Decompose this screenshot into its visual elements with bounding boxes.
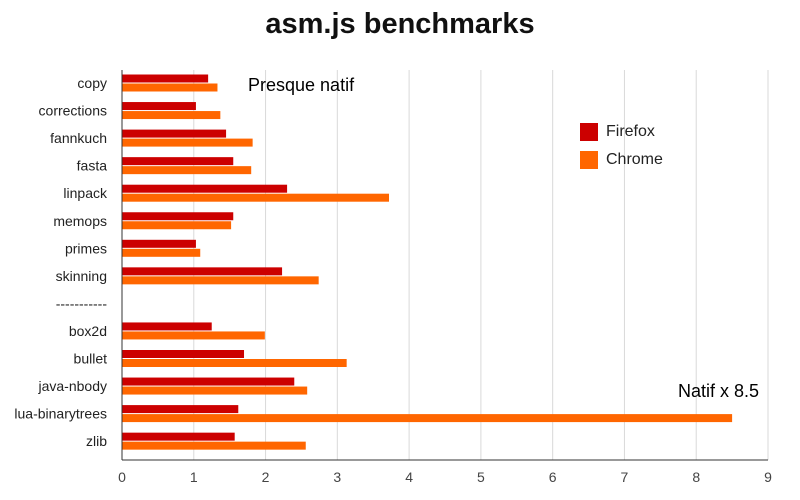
bar-chrome-12 bbox=[122, 414, 733, 423]
bar-firefox-1 bbox=[122, 102, 196, 111]
bar-firefox-7 bbox=[122, 267, 283, 276]
x-tick-label-6: 6 bbox=[549, 469, 557, 485]
bar-chrome-3 bbox=[122, 166, 252, 175]
tick-labels: 0 1 2 3 4 5 6 7 8 9 copy corrections fannkuch fasta li… bbox=[14, 75, 772, 485]
category-label-7: skinning bbox=[56, 268, 107, 284]
category-label-1: corrections bbox=[39, 103, 107, 119]
legend-swatch-chrome bbox=[580, 151, 598, 169]
bar-chrome-1 bbox=[122, 111, 221, 120]
bar-firefox-9 bbox=[122, 322, 212, 331]
category-label-9: box2d bbox=[69, 323, 107, 339]
legend-item-chrome: Chrome bbox=[580, 146, 663, 174]
legend-label-chrome: Chrome bbox=[606, 151, 663, 168]
bar-chrome-2 bbox=[122, 138, 253, 147]
category-label-5: memops bbox=[53, 213, 107, 229]
legend-item-firefox: Firefox bbox=[580, 118, 663, 146]
bar-firefox-4 bbox=[122, 184, 288, 193]
bar-firefox-11 bbox=[122, 377, 295, 386]
x-tick-label-2: 2 bbox=[262, 469, 270, 485]
bars bbox=[122, 74, 733, 450]
chart-title: asm.js benchmarks bbox=[265, 8, 535, 40]
bar-firefox-5 bbox=[122, 212, 234, 221]
bar-chrome-4 bbox=[122, 193, 390, 202]
category-label-0: copy bbox=[77, 75, 107, 91]
bar-firefox-13 bbox=[122, 432, 235, 441]
bar-firefox-2 bbox=[122, 129, 227, 138]
legend-swatch-firefox bbox=[580, 123, 598, 141]
bar-chrome-9 bbox=[122, 331, 265, 340]
x-tick-label-7: 7 bbox=[621, 469, 629, 485]
category-label-12: lua-binarytrees bbox=[14, 406, 107, 422]
bar-chrome-11 bbox=[122, 386, 308, 395]
x-tick-label-3: 3 bbox=[333, 469, 341, 485]
bar-chrome-0 bbox=[122, 83, 218, 92]
bar-firefox-3 bbox=[122, 157, 234, 166]
category-label-6: primes bbox=[65, 240, 107, 256]
x-tick-label-4: 4 bbox=[405, 469, 413, 485]
bar-firefox-12 bbox=[122, 405, 239, 414]
category-label-13: zlib bbox=[86, 433, 107, 449]
category-label-4: linpack bbox=[63, 185, 108, 201]
axes bbox=[121, 70, 768, 461]
legend: Firefox Chrome bbox=[580, 118, 663, 174]
x-tick-label-0: 0 bbox=[118, 469, 126, 485]
annotation-near-native: Presque natif bbox=[248, 75, 355, 95]
annotation-native-x85: Natif x 8.5 bbox=[678, 381, 760, 401]
bar-firefox-10 bbox=[122, 350, 245, 358]
category-label-3: fasta bbox=[77, 158, 108, 174]
category-label-8: ----------- bbox=[56, 295, 108, 311]
x-tick-label-1: 1 bbox=[190, 469, 198, 485]
bar-chrome-13 bbox=[122, 441, 306, 450]
bar-firefox-0 bbox=[122, 74, 209, 83]
bar-chrome-10 bbox=[122, 359, 347, 367]
bar-chrome-6 bbox=[122, 248, 201, 257]
x-tick-label-5: 5 bbox=[477, 469, 485, 485]
bar-chrome-5 bbox=[122, 221, 232, 230]
bar-chrome-7 bbox=[122, 276, 319, 285]
category-label-10: bullet bbox=[74, 351, 108, 367]
bar-firefox-6 bbox=[122, 239, 196, 248]
x-tick-label-9: 9 bbox=[764, 469, 772, 485]
legend-label-firefox: Firefox bbox=[606, 123, 655, 140]
category-label-2: fannkuch bbox=[50, 130, 107, 146]
category-label-11: java-nbody bbox=[38, 378, 108, 394]
x-tick-label-8: 8 bbox=[692, 469, 700, 485]
